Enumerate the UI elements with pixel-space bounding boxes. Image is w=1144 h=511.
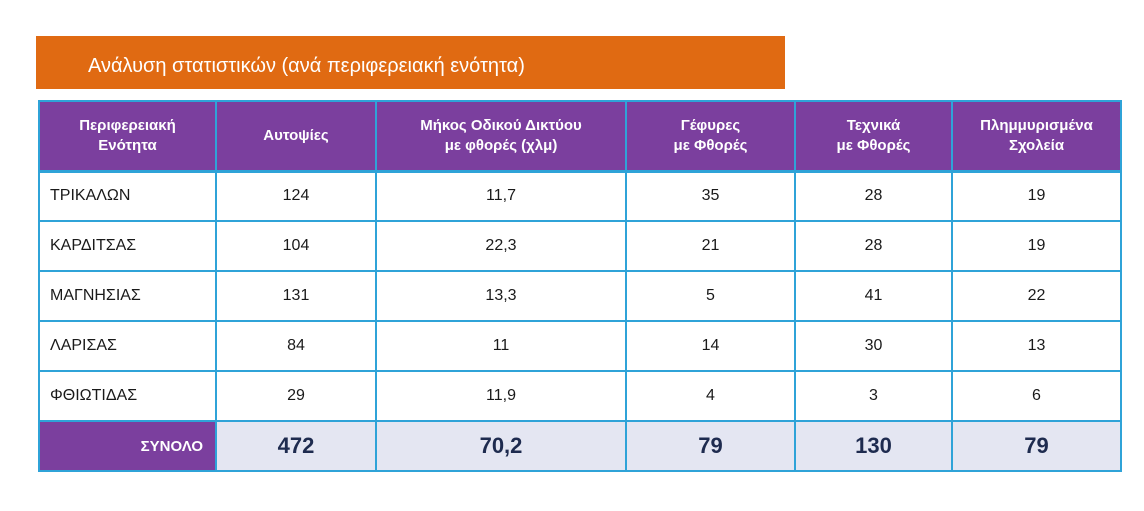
technical-works-cell: 28 bbox=[794, 220, 953, 272]
total-row: ΣΥΝΟΛΟ 472 70,2 79 130 79 bbox=[38, 420, 1122, 472]
technical-works-cell: 3 bbox=[794, 370, 953, 422]
region-cell: ΜΑΓΝΗΣΙΑΣ bbox=[38, 270, 217, 322]
column-header-inspections: Αυτοψίες bbox=[215, 100, 377, 173]
column-header-line: Τεχνικά bbox=[846, 116, 901, 134]
inspections-cell: 124 bbox=[215, 170, 377, 222]
flooded-schools-cell: 19 bbox=[951, 170, 1122, 222]
region-cell: ΦΘΙΩΤΙΔΑΣ bbox=[38, 370, 217, 422]
road-length-cell: 11 bbox=[375, 320, 627, 372]
technical-works-cell: 30 bbox=[794, 320, 953, 372]
total-road-length: 70,2 bbox=[375, 420, 627, 472]
column-header-line: Αυτοψίες bbox=[263, 126, 329, 144]
bridges-cell: 35 bbox=[625, 170, 796, 222]
column-header-region: Περιφερειακή Ενότητα bbox=[38, 100, 217, 173]
road-length-cell: 11,7 bbox=[375, 170, 627, 222]
total-inspections: 472 bbox=[215, 420, 377, 472]
flooded-schools-cell: 19 bbox=[951, 220, 1122, 272]
column-header-flooded-schools: Πλημμυρισμένα Σχολεία bbox=[951, 100, 1122, 173]
column-header-bridges: Γέφυρες με Φθορές bbox=[625, 100, 796, 173]
total-technical-works: 130 bbox=[794, 420, 953, 472]
table-row: ΤΡΙΚΑΛΩΝ 124 11,7 35 28 19 bbox=[38, 170, 1122, 222]
page-title: Ανάλυση στατιστικών (ανά περιφερειακή εν… bbox=[36, 36, 785, 89]
road-length-cell: 13,3 bbox=[375, 270, 627, 322]
inspections-cell: 131 bbox=[215, 270, 377, 322]
column-header-technical-works: Τεχνικά με Φθορές bbox=[794, 100, 953, 173]
table-row: ΜΑΓΝΗΣΙΑΣ 131 13,3 5 41 22 bbox=[38, 270, 1122, 322]
table-row: ΚΑΡΔΙΤΣΑΣ 104 22,3 21 28 19 bbox=[38, 220, 1122, 272]
table-row: ΦΘΙΩΤΙΔΑΣ 29 11,9 4 3 6 bbox=[38, 370, 1122, 422]
column-header-line: Μήκος Οδικού Δικτύου bbox=[420, 116, 582, 134]
bridges-cell: 21 bbox=[625, 220, 796, 272]
inspections-cell: 84 bbox=[215, 320, 377, 372]
column-header-line: Περιφερειακή bbox=[79, 116, 176, 134]
bridges-cell: 14 bbox=[625, 320, 796, 372]
road-length-cell: 11,9 bbox=[375, 370, 627, 422]
column-header-line: Γέφυρες bbox=[680, 116, 741, 134]
total-label: ΣΥΝΟΛΟ bbox=[38, 420, 217, 472]
column-header-line: με Φθορές bbox=[836, 136, 911, 154]
column-header-line: Σχολεία bbox=[1008, 136, 1065, 154]
region-cell: ΛΑΡΙΣΑΣ bbox=[38, 320, 217, 372]
region-cell: ΤΡΙΚΑΛΩΝ bbox=[38, 170, 217, 222]
column-header-line: Πλημμυρισμένα bbox=[980, 116, 1093, 134]
technical-works-cell: 28 bbox=[794, 170, 953, 222]
column-header-road-length: Μήκος Οδικού Δικτύου με φθορές (χλμ) bbox=[375, 100, 627, 173]
total-flooded-schools: 79 bbox=[951, 420, 1122, 472]
flooded-schools-cell: 22 bbox=[951, 270, 1122, 322]
bridges-cell: 4 bbox=[625, 370, 796, 422]
column-header-line: Ενότητα bbox=[98, 136, 157, 154]
technical-works-cell: 41 bbox=[794, 270, 953, 322]
region-cell: ΚΑΡΔΙΤΣΑΣ bbox=[38, 220, 217, 272]
table-row: ΛΑΡΙΣΑΣ 84 11 14 30 13 bbox=[38, 320, 1122, 372]
column-header-line: με Φθορές bbox=[673, 136, 748, 154]
inspections-cell: 29 bbox=[215, 370, 377, 422]
bridges-cell: 5 bbox=[625, 270, 796, 322]
total-bridges: 79 bbox=[625, 420, 796, 472]
road-length-cell: 22,3 bbox=[375, 220, 627, 272]
flooded-schools-cell: 13 bbox=[951, 320, 1122, 372]
flooded-schools-cell: 6 bbox=[951, 370, 1122, 422]
table-header-row: Περιφερειακή Ενότητα Αυτοψίες Μήκος Οδικ… bbox=[38, 100, 1122, 173]
inspections-cell: 104 bbox=[215, 220, 377, 272]
statistics-table: Περιφερειακή Ενότητα Αυτοψίες Μήκος Οδικ… bbox=[38, 100, 1122, 472]
column-header-line: με φθορές (χλμ) bbox=[444, 136, 558, 154]
